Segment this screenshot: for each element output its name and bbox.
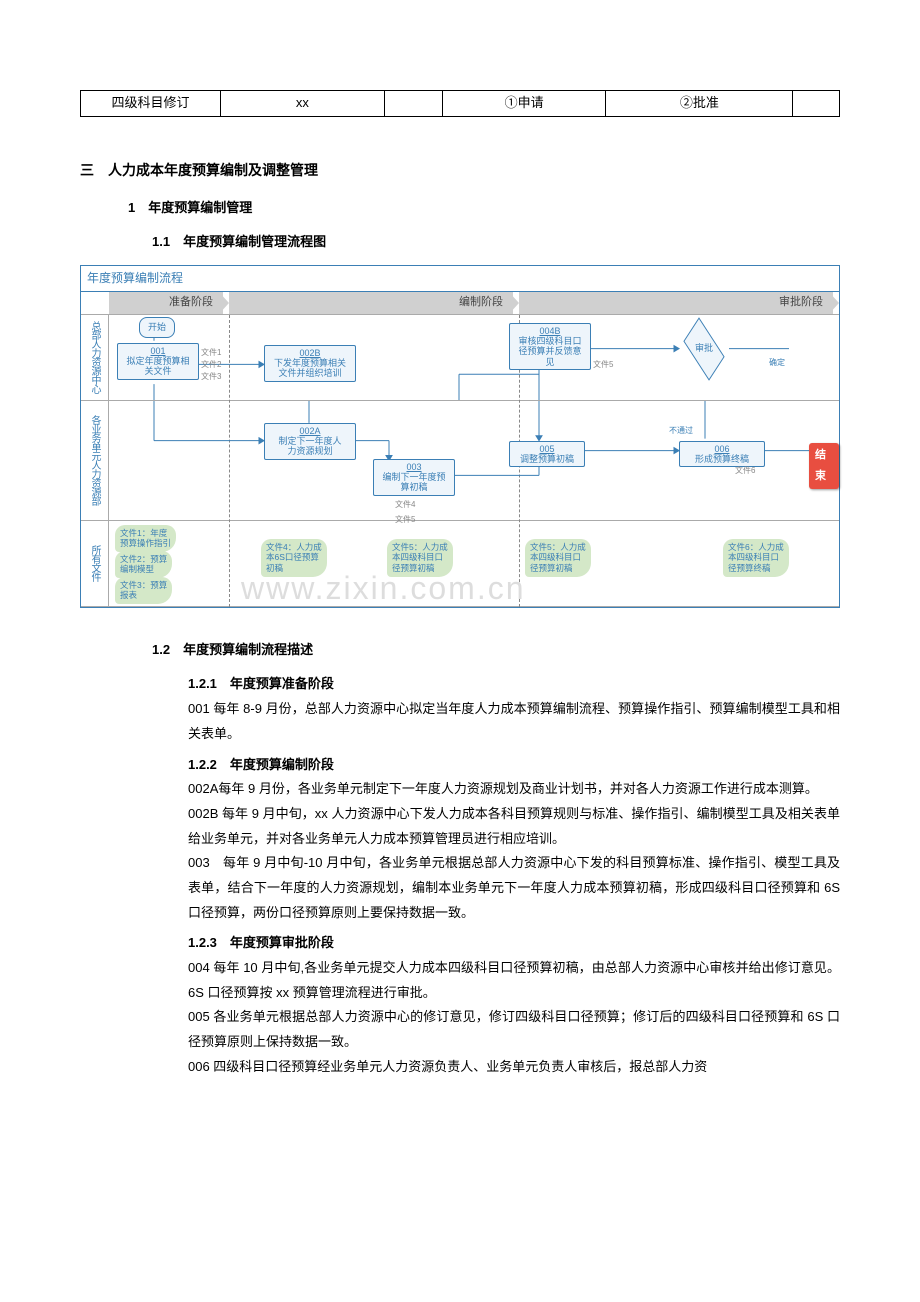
para: 003 每年 9 月中旬-10 月中旬，各业务单元根据总部人力资源中心下发的科目… bbox=[188, 851, 840, 925]
phase-compile: 编制阶段 bbox=[229, 292, 519, 314]
node-005: 005调整预算初稿 bbox=[509, 441, 585, 468]
doc-cloud: 文件1：年度 预算操作指引 bbox=[115, 525, 176, 552]
doc-cloud: 文件2：预算 编制模型 bbox=[115, 551, 172, 578]
edge-confirm: 确定 bbox=[769, 355, 785, 370]
heading-sub1: 1 年度预算编制管理 bbox=[128, 196, 840, 221]
doc-cloud: 文件3：预算 报表 bbox=[115, 577, 172, 604]
edge-nogo: 不通过 bbox=[669, 423, 693, 438]
doc-ref: 文件3 bbox=[201, 369, 221, 384]
sub-122: 1.2.2 年度预算编制阶段 bbox=[188, 753, 840, 778]
node-001: 001拟定年度预算相 关文件 bbox=[117, 343, 199, 380]
lane-label: 各业务单元人力资源部 bbox=[81, 401, 109, 520]
doc-cloud: 文件5：人力成 本四级科目口 径预算初稿 bbox=[525, 539, 591, 577]
cell-approve: ②批准 bbox=[606, 91, 793, 117]
heading-section: 三 人力成本年度预算编制及调整管理 bbox=[80, 157, 840, 184]
table-row: 四级科目修订 xx ①申请 ②批准 bbox=[81, 91, 840, 117]
cell-gap bbox=[384, 91, 442, 117]
heading-sub11: 1.1 年度预算编制管理流程图 bbox=[152, 230, 840, 255]
phase-prep: 准备阶段 bbox=[109, 292, 229, 314]
para: 006 四级科目口径预算经业务单元人力资源负责人、业务单元负责人审核后，报总部人… bbox=[188, 1055, 840, 1080]
cell-apply: ①申请 bbox=[442, 91, 605, 117]
doc-ref: 文件5 bbox=[593, 357, 613, 372]
phase-header: 准备阶段 编制阶段 审批阶段 bbox=[81, 292, 839, 315]
description-body: 1.2.1 年度预算准备阶段 001 每年 8-9 月份，总部人力资源中心拟定当… bbox=[188, 672, 840, 1079]
para: 002A每年 9 月份，各业务单元制定下一年度人力资源规划及商业计划书，并对各人… bbox=[188, 777, 840, 802]
node-002a: 002A制定下一年度人 力资源规划 bbox=[264, 423, 356, 460]
heading-sub12: 1.2 年度预算编制流程描述 bbox=[152, 638, 840, 663]
cell-tail bbox=[793, 91, 840, 117]
doc-cloud: 文件5：人力成 本四级科目口 径预算初稿 bbox=[387, 539, 453, 577]
start-node: 开始 bbox=[139, 317, 175, 338]
flowchart: 年度预算编制流程 准备阶段 编制阶段 审批阶段 总部人力资源中心 开始 bbox=[80, 265, 840, 608]
lane-bu-hr: 各业务单元人力资源部 002A制定下一年度人 力资源规划 003编制下一年度预 … bbox=[81, 401, 839, 521]
end-node: 结束 bbox=[809, 443, 839, 489]
lane-label: 总部人力资源中心 bbox=[81, 315, 109, 400]
decision-audit: 审批 bbox=[681, 335, 727, 363]
sub-121: 1.2.1 年度预算准备阶段 bbox=[188, 672, 840, 697]
node-004b: 004B审核四级科目口 径预算并反馈意 见 bbox=[509, 323, 591, 370]
phase-approve: 审批阶段 bbox=[519, 292, 839, 314]
node-003: 003编制下一年度预 算初稿 bbox=[373, 459, 455, 496]
cell-subject: 四级科目修订 bbox=[81, 91, 221, 117]
para: 001 每年 8-9 月份，总部人力资源中心拟定当年度人力成本预算编制流程、预算… bbox=[188, 697, 840, 746]
flowchart-title: 年度预算编制流程 bbox=[81, 266, 839, 292]
doc-cloud: 文件4：人力成 本6S口径预算 初稿 bbox=[261, 539, 327, 577]
para: 004 每年 10 月中旬,各业务单元提交人力成本四级科目口径预算初稿，由总部人… bbox=[188, 956, 840, 1005]
lane-label: 所有文件 bbox=[81, 521, 109, 606]
cell-entity: xx bbox=[221, 91, 384, 117]
swimlanes: 总部人力资源中心 开始 001拟定年度预算相 关文件 002B下发年度预算相关 … bbox=[81, 315, 839, 607]
lane-hq-hr: 总部人力资源中心 开始 001拟定年度预算相 关文件 002B下发年度预算相关 … bbox=[81, 315, 839, 401]
node-002b: 002B下发年度预算相关 文件并组织培训 bbox=[264, 345, 356, 382]
doc-cloud: 文件6：人力成 本四级科目口 径预算终稿 bbox=[723, 539, 789, 577]
top-table: 四级科目修订 xx ①申请 ②批准 bbox=[80, 90, 840, 117]
para: 005 各业务单元根据总部人力资源中心的修订意见，修订四级科目口径预算；修订后的… bbox=[188, 1005, 840, 1054]
lane-all-docs: 所有文件 文件1：年度 预算操作指引 文件2：预算 编制模型 文件3：预算 报表… bbox=[81, 521, 839, 607]
doc-ref: 文件6 bbox=[735, 463, 755, 478]
sub-123: 1.2.3 年度预算审批阶段 bbox=[188, 931, 840, 956]
para: 002B 每年 9 月中旬，xx 人力资源中心下发人力成本各科目预算规则与标准、… bbox=[188, 802, 840, 851]
